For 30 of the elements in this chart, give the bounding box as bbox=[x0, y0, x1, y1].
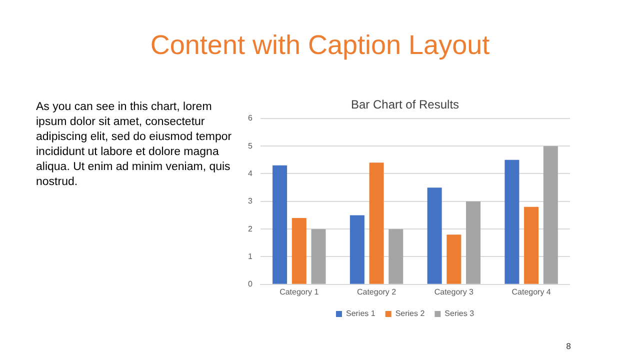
y-tick-label: 2 bbox=[248, 224, 253, 234]
y-tick-label: 5 bbox=[248, 141, 253, 150]
text: As you can see in this chart, lorem ipsum dolor sit amet, consectetur adipiscing elit, sed do eiusmod tempor incididunt ut labore et dolore magna aliqua. Ut enim ad minim veniam, quis nostrud. bbox=[36, 100, 233, 190]
bar bbox=[446, 234, 462, 284]
bar bbox=[369, 162, 384, 284]
y-tick-label: 4 bbox=[248, 168, 253, 178]
y-tick-label: 0 bbox=[248, 280, 253, 289]
legend-label: Series 3 bbox=[444, 309, 475, 318]
text: 8 bbox=[566, 342, 572, 351]
text: Content with Caption Layout bbox=[149, 30, 491, 61]
bar bbox=[543, 146, 558, 284]
bar bbox=[272, 165, 288, 284]
bar bbox=[350, 215, 364, 284]
x-tick-label: Category 4 bbox=[512, 287, 552, 296]
bar bbox=[388, 229, 404, 284]
y-tick-label: 1 bbox=[248, 252, 253, 261]
bar bbox=[427, 188, 442, 284]
bar bbox=[524, 206, 539, 284]
bar bbox=[292, 218, 306, 284]
bar bbox=[311, 229, 326, 284]
bar bbox=[504, 160, 520, 284]
bar bbox=[466, 201, 481, 284]
y-tick-label: 3 bbox=[248, 196, 253, 206]
x-tick-label: Category 1 bbox=[280, 287, 320, 296]
x-tick-label: Category 2 bbox=[356, 287, 397, 296]
x-tick-label: Category 3 bbox=[434, 287, 474, 296]
legend-label: Series 1 bbox=[346, 309, 376, 318]
y-tick-label: 6 bbox=[248, 114, 253, 123]
chart-title: Bar Chart of Results bbox=[350, 98, 460, 112]
legend-label: Series 2 bbox=[395, 309, 426, 318]
